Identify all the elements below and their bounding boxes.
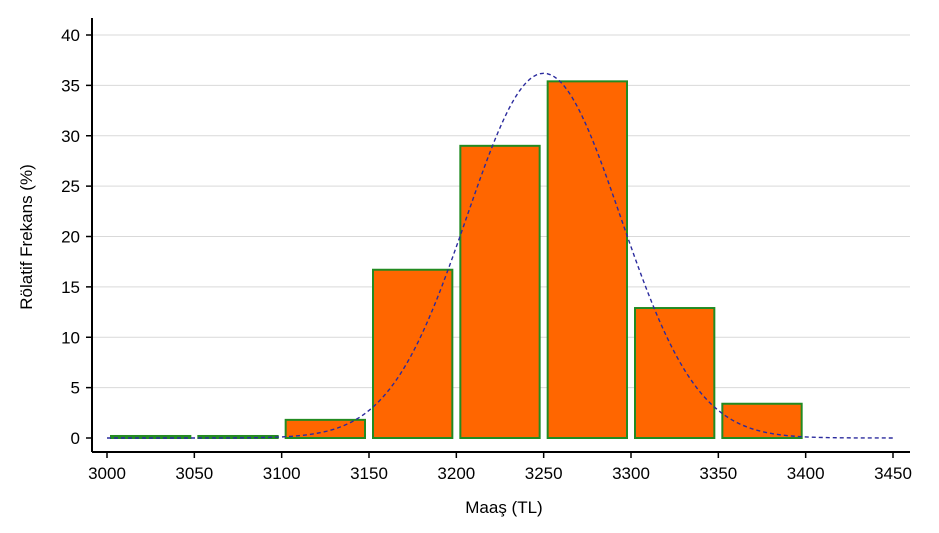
y-tick-label: 40 — [61, 26, 80, 45]
y-tick-label: 10 — [61, 328, 80, 347]
x-axis-ticks: 3000 3050 3100 3150 3200 3250 3300 3350 3400 3450 — [88, 452, 912, 483]
y-tick-label: 5 — [71, 379, 80, 398]
x-tick-label: 3250 — [525, 464, 563, 483]
normal-curve — [107, 72, 893, 439]
x-tick-label: 3400 — [787, 464, 825, 483]
histogram-bar — [197, 434, 279, 439]
x-tick-label: 3000 — [88, 464, 126, 483]
x-tick-label: 3450 — [874, 464, 912, 483]
y-tick-label: 0 — [71, 429, 80, 448]
x-tick-label: 3300 — [612, 464, 650, 483]
y-axis-ticks: 0 5 10 15 20 25 30 35 40 — [61, 26, 92, 448]
x-tick-label: 3150 — [350, 464, 388, 483]
histogram-bar — [372, 268, 454, 439]
axes — [91, 18, 910, 453]
histogram-bar — [459, 144, 541, 439]
histogram-bar — [634, 307, 716, 439]
x-tick-label: 3100 — [263, 464, 301, 483]
x-tick-label: 3050 — [175, 464, 213, 483]
histogram-bar — [721, 402, 803, 439]
x-tick-label: 3200 — [437, 464, 475, 483]
histogram-bar — [546, 80, 629, 439]
y-tick-label: 20 — [61, 228, 80, 247]
histogram-bars — [110, 80, 803, 439]
y-tick-label: 25 — [61, 177, 80, 196]
y-tick-label: 15 — [61, 278, 80, 297]
y-tick-label: 30 — [61, 127, 80, 146]
x-tick-label: 3350 — [699, 464, 737, 483]
x-axis-title: Maaş (TL) — [465, 498, 542, 517]
y-tick-label: 35 — [61, 76, 80, 95]
y-axis-title: Rölatif Frekans (%) — [17, 164, 36, 309]
